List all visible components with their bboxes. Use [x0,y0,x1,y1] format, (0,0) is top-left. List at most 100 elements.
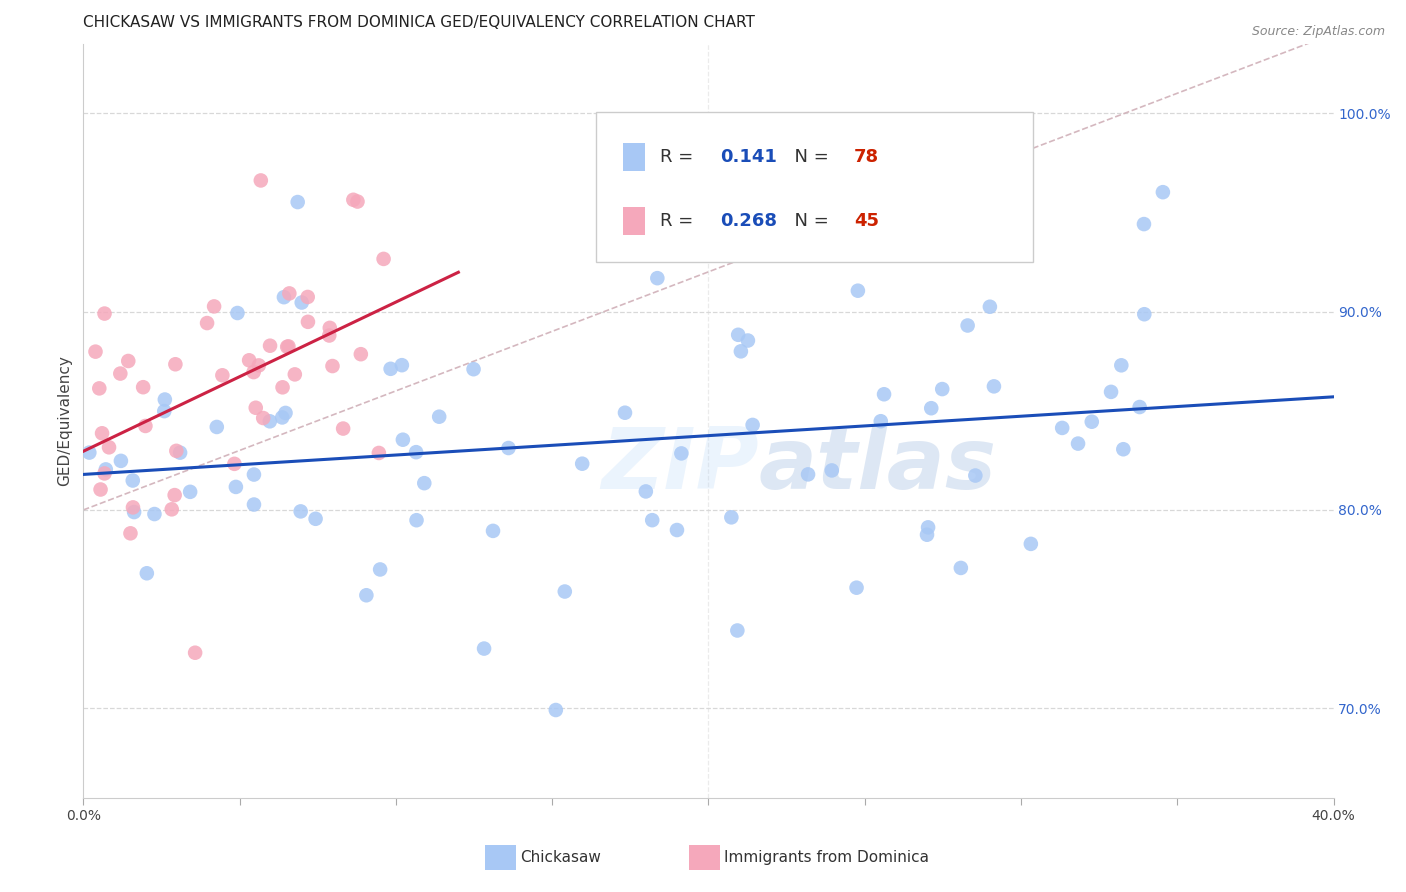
Point [647,271,669,285]
Point [1067,436,1090,450]
Point [90,483,112,497]
Point [846,284,869,298]
Point [472,641,495,656]
Point [1111,359,1133,373]
Point [184,646,207,660]
Point [920,401,942,416]
Point [79,445,101,459]
Point [391,358,413,372]
Point [252,411,274,425]
Point [243,467,266,482]
Point [143,507,166,521]
Point [1099,384,1122,399]
Point [321,359,343,373]
Text: 78: 78 [853,148,879,166]
Point [405,445,427,459]
Point [380,361,402,376]
Point [956,318,979,333]
Point [405,513,427,527]
Point [367,446,389,460]
Point [297,290,319,304]
Point [259,339,281,353]
Point [120,526,142,541]
Point [93,307,115,321]
Point [91,426,114,441]
Point [226,306,249,320]
Point [725,624,748,638]
Point [544,703,567,717]
Point [1152,185,1174,199]
Point [271,410,294,425]
Point [284,368,307,382]
Point [413,476,436,491]
Point [498,441,520,455]
Text: Source: ZipAtlas.com: Source: ZipAtlas.com [1251,25,1385,38]
Point [869,414,891,428]
Point [224,457,246,471]
Point [287,195,309,210]
Point [290,504,312,518]
Point [741,417,763,432]
Point [250,173,273,187]
Point [84,344,107,359]
Point [117,354,139,368]
Point [463,362,485,376]
Point [983,379,1005,393]
Point [225,480,247,494]
Point [720,510,742,524]
Text: N =: N = [783,212,834,230]
Text: 0.141: 0.141 [720,148,778,166]
Point [917,520,939,534]
Point [122,500,145,515]
Text: atlas: atlas [758,425,997,508]
Point [153,392,176,407]
Point [93,467,115,481]
Point [346,194,368,209]
Point [153,404,176,418]
Point [243,498,266,512]
Point [730,344,752,359]
Point [160,502,183,516]
Point [169,445,191,459]
Point [259,414,281,428]
Point [211,368,233,383]
Point [202,299,225,313]
Point [965,468,987,483]
Point [163,488,186,502]
Text: N =: N = [783,148,834,166]
Text: ZIP: ZIP [600,425,758,508]
Point [121,474,143,488]
Point [179,484,201,499]
Point [1129,400,1152,414]
Point [554,584,576,599]
Point [297,315,319,329]
Point [122,505,145,519]
Point [1133,217,1156,231]
Point [238,353,260,368]
Point [277,339,299,353]
Point [291,295,314,310]
Point [319,321,342,335]
Point [641,513,664,527]
Point [350,347,373,361]
Point [134,419,156,434]
Point [342,193,364,207]
Point [373,252,395,266]
Point [1133,307,1156,321]
Point [614,406,637,420]
Point [195,316,218,330]
Point [247,359,270,373]
FancyBboxPatch shape [623,143,645,171]
FancyBboxPatch shape [596,112,1033,262]
Point [727,327,749,342]
Text: Chickasaw: Chickasaw [520,850,602,864]
Point [979,300,1001,314]
FancyBboxPatch shape [623,207,645,235]
Point [205,420,228,434]
Point [332,421,354,435]
Point [278,286,301,301]
Point [89,381,111,395]
Point [135,566,157,581]
Text: R =: R = [661,212,699,230]
Point [392,433,415,447]
